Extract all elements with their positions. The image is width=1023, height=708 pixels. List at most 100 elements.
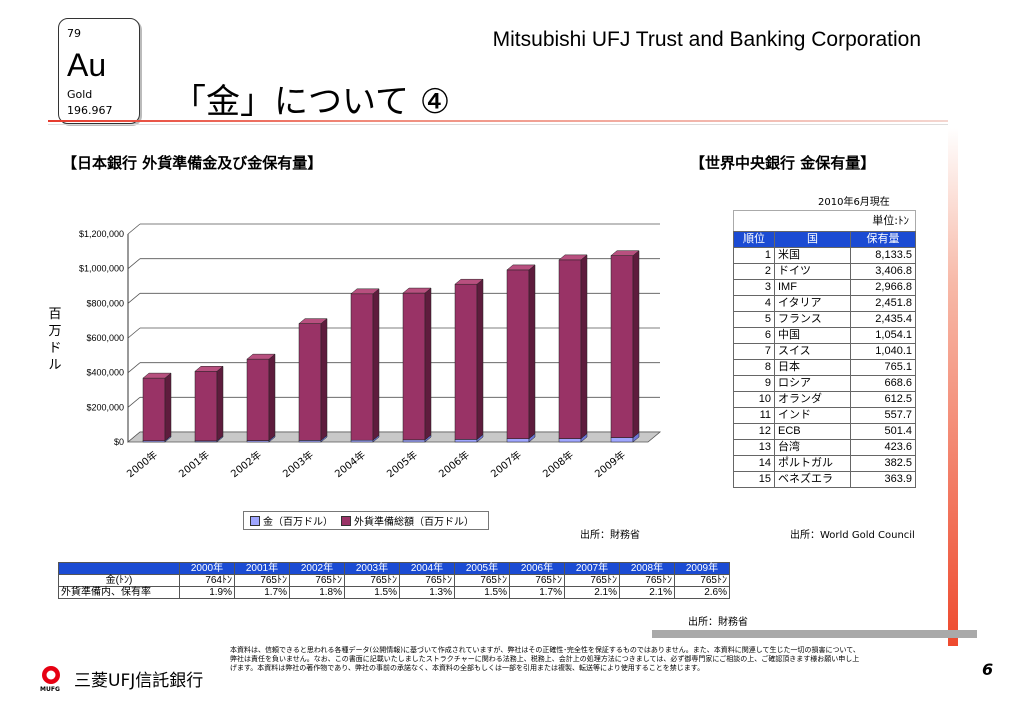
gold-ratio-value-cell: 765ﾄﾝ [674, 574, 730, 587]
ranking-as-of-date: 2010年6月現在 [818, 197, 890, 208]
bar-reserves-top [194, 366, 224, 372]
grid-line-side [127, 258, 141, 269]
bar-reserves-side [320, 318, 328, 441]
legend-swatch-gold [250, 515, 260, 526]
ranking-row: 6 中国 1,054.1 [733, 327, 916, 344]
ranking-country-cell: 中国 [774, 327, 851, 344]
ranking-row: 14 ポルトガル 382.5 [733, 455, 916, 472]
grid-line-side [127, 327, 141, 339]
gold-ratio-year-header: 2004年 [399, 562, 455, 575]
bar-reserves-top [506, 264, 536, 271]
legend-label-gold: 金（百万ドル） [263, 517, 333, 528]
gold-ratio-value-cell: 1.5% [454, 586, 510, 599]
gold-ratio-year-header: 2002年 [289, 562, 345, 575]
ranking-rank-cell: 11 [733, 407, 775, 424]
legend-label-reserves: 外貨準備総額（百万ドル） [354, 517, 474, 528]
ranking-holdings-cell: 765.1 [850, 359, 916, 376]
gold-ratio-value-cell: 765ﾄﾝ [619, 574, 675, 587]
gold-ratio-year-header: 2001年 [234, 562, 290, 575]
ranking-row: 8 日本 765.1 [733, 359, 916, 376]
header-rule-shadow [48, 124, 948, 125]
ranking-holdings-cell: 2,451.8 [850, 295, 916, 312]
gold-ratio-value-cell: 1.3% [399, 586, 455, 599]
ranking-holdings-cell: 3,406.8 [850, 263, 916, 280]
chart-legend: 金（百万ドル） 外貨準備総額（百万ドル） [243, 511, 489, 530]
ranking-row: 5 フランス 2,435.4 [733, 311, 916, 328]
ranking-source: 出所：World Gold Council [790, 530, 915, 541]
gold-ratio-value-cell: 2.1% [564, 586, 620, 599]
x-tick-label: 2009年 [592, 448, 628, 480]
bar-reserves [350, 293, 374, 441]
ranking-row: 4 イタリア 2,451.8 [733, 295, 916, 312]
side-gradient-bar [948, 128, 958, 646]
gold-ratio-header-row: 2000年 2001年 2002年 2003年 2004年 2005年 2006年 2007年… [58, 562, 730, 575]
ranking-unit: 単位:ﾄﾝ [733, 210, 916, 231]
ranking-country-cell: イタリア [774, 295, 851, 312]
ranking-holdings-cell: 668.6 [850, 375, 916, 392]
y-tick-label: $400,000 [86, 368, 124, 378]
ranking-rank-cell: 6 [733, 327, 775, 344]
gold-ratio-value-cell: 1.5% [344, 586, 400, 599]
header-rule [48, 120, 948, 122]
ranking-row: 12 ECB 501.4 [733, 423, 916, 440]
ranking-country-cell: フランス [774, 311, 851, 328]
gold-ratio-year-header: 2006年 [509, 562, 565, 575]
table-source: 出所：財務省 [688, 617, 748, 628]
bar-reserves-side [424, 287, 432, 441]
ranking-rank-cell: 14 [733, 455, 775, 472]
y-tick-label: $200,000 [86, 402, 124, 412]
y-tick-label: $800,000 [86, 298, 124, 308]
gold-ratio-value-cell: 1.8% [289, 586, 345, 599]
ranking-row: 15 ベネズエラ 363.9 [733, 471, 916, 488]
ranking-holdings-cell: 382.5 [850, 455, 916, 472]
gold-ratio-value-cell: 2.6% [674, 586, 730, 599]
bar-reserves-side [528, 264, 536, 440]
ranking-holdings-cell: 612.5 [850, 391, 916, 408]
ranking-row: 13 台湾 423.6 [733, 439, 916, 456]
ranking-holdings-cell: 2,966.8 [850, 279, 916, 296]
gold-ratio-row: 金(ﾄﾝ) 764ﾄﾝ 765ﾄﾝ 765ﾄﾝ 765ﾄﾝ 765ﾄﾝ 765ﾄﾝ 765ﾄﾝ… [58, 574, 730, 587]
bar-reserves [402, 292, 426, 441]
bar-gold [350, 439, 374, 443]
grid-line-side [127, 223, 141, 235]
ranking-holdings-cell: 1,054.1 [850, 327, 916, 344]
ranking-country-cell: ベネズエラ [774, 471, 851, 488]
legend-item-reserves: 外貨準備総額（百万ドル） [341, 513, 474, 528]
ranking-country-cell: IMF [774, 279, 851, 296]
element-symbol: Au [67, 47, 107, 83]
ranking-holdings-cell: 501.4 [850, 423, 916, 440]
y-tick-label: $600,000 [86, 333, 124, 343]
ranking-header-row: 順位 国 保有量 [733, 231, 916, 248]
ranking-rank-cell: 9 [733, 375, 775, 392]
gold-ratio-value-cell: 2.1% [619, 586, 675, 599]
ranking-country-cell: インド [774, 407, 851, 424]
x-tick-label: 2001年 [176, 448, 212, 480]
reserves-bar-chart: $0 $200,000 $400,000 $600,000 $800,000 $1,000… [79, 223, 662, 480]
chart-source: 出所：財務省 [580, 530, 640, 541]
legend-item-gold: 金（百万ドル） [250, 513, 333, 528]
ranking-section-heading: 【世界中央銀行 金保有量】 [690, 154, 876, 172]
ranking-holdings-cell: 1,040.1 [850, 343, 916, 360]
ranking-rank-cell: 4 [733, 295, 775, 312]
ranking-rank-cell: 1 [733, 247, 775, 264]
gold-ratio-value-cell: 765ﾄﾝ [399, 574, 455, 587]
company-name: Mitsubishi UFJ Trust and Banking Corpora… [492, 28, 921, 51]
ranking-holdings-cell: 8,133.5 [850, 247, 916, 264]
gold-ratio-value-cell: 765ﾄﾝ [289, 574, 345, 587]
element-name: Gold [67, 88, 93, 101]
y-tick-label: $1,200,000 [79, 229, 124, 239]
x-tick-label: 2008年 [540, 448, 576, 480]
slide-title: 「金」について ④ [172, 82, 451, 122]
ranking-row: 7 スイス 1,040.1 [733, 343, 916, 360]
ranking-row: 11 インド 557.7 [733, 407, 916, 424]
bar-gold [506, 438, 530, 443]
ranking-country-cell: スイス [774, 343, 851, 360]
bar-gold [402, 439, 426, 443]
bar-reserves-top [246, 353, 276, 360]
ranking-row: 2 ドイツ 3,406.8 [733, 263, 916, 280]
ranking-row: 1 米国 8,133.5 [733, 247, 916, 264]
bar-reserves [194, 371, 218, 442]
ranking-holdings-cell: 423.6 [850, 439, 916, 456]
ranking-holdings-cell: 363.9 [850, 471, 916, 488]
legend-swatch-reserves [341, 515, 351, 526]
